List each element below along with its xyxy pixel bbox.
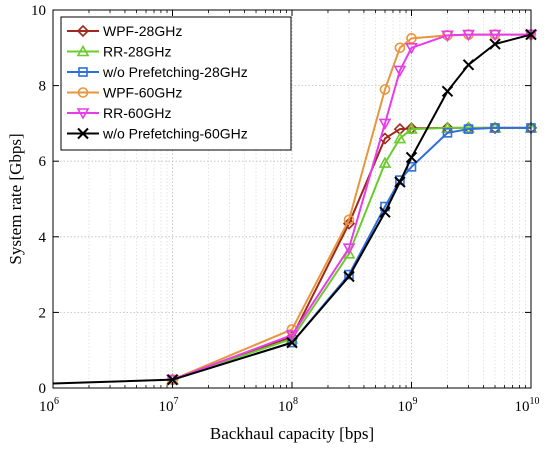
y-tick-label: 4 — [39, 230, 47, 246]
data-point — [394, 176, 406, 188]
x-tick-label: 107 — [159, 396, 179, 415]
data-point — [379, 84, 391, 95]
data-point — [405, 151, 418, 164]
x-tick-label: 108 — [278, 396, 298, 415]
data-point — [490, 123, 500, 133]
legend-label: WPF-28GHz — [103, 23, 182, 39]
data-point — [286, 336, 298, 349]
data-point — [441, 85, 454, 97]
ticks — [52, 9, 532, 389]
data-point — [344, 269, 354, 280]
data-point — [462, 121, 475, 133]
data-point — [405, 42, 418, 55]
legend-entry: WPF-60GHz — [67, 85, 182, 101]
legend-swatch-marker — [77, 127, 89, 140]
series-line — [172, 33, 531, 381]
legend-box — [60, 16, 292, 151]
data-point — [393, 131, 407, 144]
data-point — [406, 33, 417, 44]
legend-entry: w/o Prefetching-28GHz — [67, 64, 248, 80]
legend-swatch-marker — [76, 24, 90, 38]
legend-label: w/o Prefetching-28GHz — [102, 64, 248, 80]
data-point — [378, 118, 392, 131]
legend-label: RR-60GHz — [103, 105, 171, 121]
legend-entry: WPF-28GHz — [67, 23, 182, 39]
x-tick-label: 109 — [398, 396, 418, 415]
legend-swatch-marker — [76, 44, 90, 57]
x-tick-labels: 106 107 108 109 1010 — [39, 396, 540, 415]
legend-swatch-marker — [78, 67, 88, 77]
x-axis-title: Backhaul capacity [bps] — [210, 424, 374, 443]
data-point — [166, 373, 179, 386]
legend-label: WPF-60GHz — [103, 85, 182, 101]
data-point — [462, 29, 475, 42]
data-point — [442, 128, 453, 138]
y-tick-labels: 0 2 4 6 8 10 — [31, 3, 47, 397]
legend-swatch-marker — [76, 108, 90, 120]
legend-entry: RR-28GHz — [67, 44, 171, 60]
data-point — [393, 65, 407, 78]
y-tick-label: 0 — [39, 381, 47, 397]
data-point — [488, 29, 502, 42]
y-tick-label: 8 — [39, 79, 47, 95]
x-tick-label: 106 — [39, 396, 59, 415]
data-point — [378, 156, 392, 168]
legend-label: w/o Prefetching-60GHz — [102, 126, 248, 142]
legend: WPF-28GHz RR-28GHz w/o Prefetching-28GHz WP… — [60, 16, 292, 151]
data-point — [394, 42, 406, 54]
y-tick-label: 2 — [39, 305, 47, 321]
data-point — [342, 243, 356, 255]
data-point — [285, 330, 299, 342]
data-point — [441, 30, 454, 42]
legend-swatch-marker — [77, 87, 89, 98]
data-point — [379, 206, 391, 218]
data-point — [343, 270, 355, 283]
y-axis-title: System rate [Gbps] — [6, 133, 25, 264]
legend-label: RR-28GHz — [103, 44, 171, 60]
y-tick-label: 6 — [39, 154, 47, 170]
legend-entry: w/o Prefetching-60GHz — [67, 126, 248, 142]
data-point — [343, 214, 355, 226]
data-point — [405, 122, 418, 134]
data-point — [462, 59, 475, 71]
legend-entry: RR-60GHz — [67, 105, 171, 121]
x-tick-label: 1010 — [515, 396, 540, 415]
y-tick-label: 10 — [31, 3, 46, 19]
data-point — [463, 124, 474, 134]
data-point — [489, 38, 501, 50]
